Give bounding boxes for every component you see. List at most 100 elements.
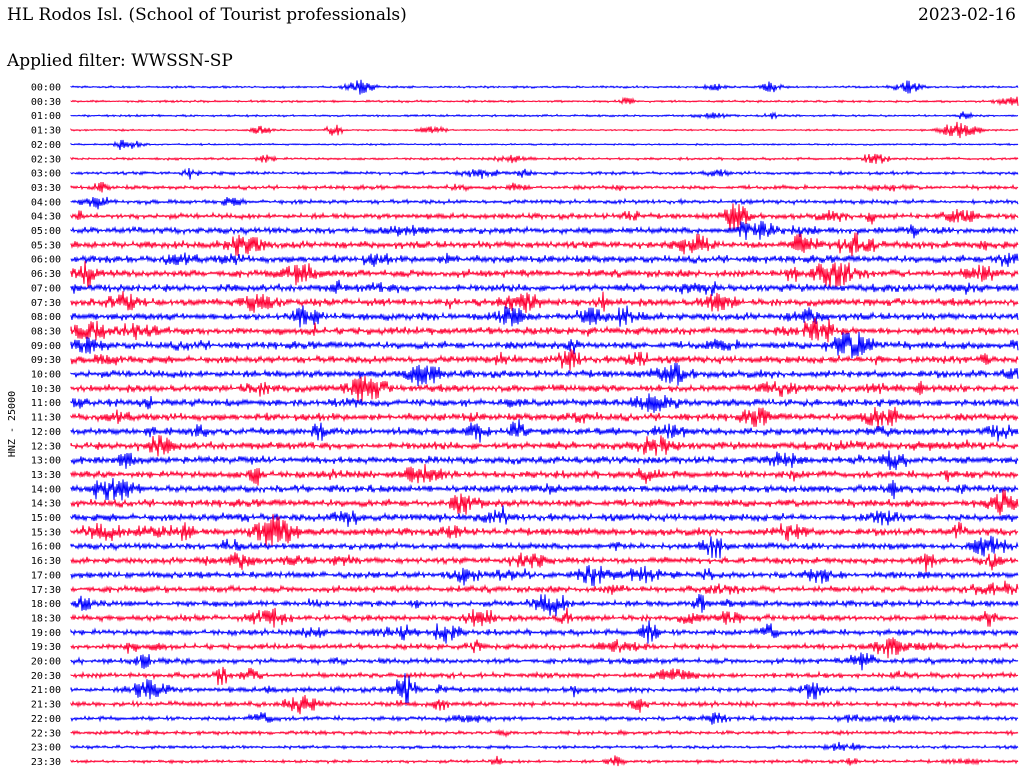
row-label: 23:00	[31, 743, 61, 754]
station-title: HL Rodos Isl. (School of Tourist profess…	[7, 5, 407, 25]
filter-label: Applied filter: WWSSN-SP	[7, 51, 233, 71]
row-label: 22:30	[31, 728, 61, 739]
row-label: 18:30	[31, 613, 61, 624]
trace-line	[70, 232, 1019, 257]
row-label: 12:30	[31, 441, 61, 452]
row-label: 02:00	[31, 140, 61, 151]
trace-line	[70, 580, 1019, 596]
row-label: 03:00	[31, 169, 61, 180]
trace-line	[70, 181, 1019, 193]
row-label: 02:30	[31, 154, 61, 165]
row-label: 01:30	[31, 126, 61, 137]
row-label: 00:00	[31, 83, 61, 94]
row-label: 05:30	[31, 240, 61, 251]
trace-line	[70, 489, 1019, 516]
trace-line	[70, 203, 1019, 232]
row-label: 09:30	[31, 355, 61, 366]
trace-line	[70, 362, 1019, 387]
trace-line	[70, 673, 1019, 706]
row-label: 17:00	[31, 570, 61, 581]
trace-line	[70, 406, 1019, 428]
trace-line	[70, 419, 1019, 443]
row-label: 01:00	[31, 111, 61, 122]
row-label: 04:30	[31, 212, 61, 223]
trace-line	[70, 728, 1019, 738]
trace-line	[70, 96, 1019, 106]
trace-line	[70, 712, 1019, 725]
y-axis-label: HNZ - 25000	[7, 391, 18, 457]
trace-line	[70, 478, 1019, 501]
row-label: 20:30	[31, 671, 61, 682]
row-label: 12:00	[31, 427, 61, 438]
trace-line	[70, 279, 1019, 296]
row-label: 17:30	[31, 585, 61, 596]
trace-line	[70, 393, 1019, 413]
trace-group	[70, 79, 1019, 767]
trace-line	[70, 593, 1019, 617]
row-label: 00:30	[31, 97, 61, 108]
row-label: 19:00	[31, 628, 61, 639]
row-label: 19:30	[31, 642, 61, 653]
trace-line	[70, 252, 1019, 267]
row-label: 18:00	[31, 599, 61, 610]
trace-line	[70, 463, 1019, 486]
trace-line	[70, 435, 1019, 457]
row-label: 13:00	[31, 456, 61, 467]
row-label: 14:00	[31, 484, 61, 495]
row-label: 07:30	[31, 298, 61, 309]
trace-line	[70, 331, 1019, 359]
trace-line	[70, 121, 1019, 139]
row-label: 05:00	[31, 226, 61, 237]
trace-line	[70, 153, 1019, 164]
row-label: 11:30	[31, 413, 61, 424]
row-label: 04:00	[31, 197, 61, 208]
trace-line	[70, 348, 1019, 371]
trace-line	[70, 694, 1019, 715]
trace-line	[70, 607, 1019, 628]
trace-line	[70, 291, 1019, 314]
trace-line	[70, 139, 1019, 150]
trace-line	[70, 637, 1019, 659]
row-label: 16:00	[31, 542, 61, 553]
row-label: 13:30	[31, 470, 61, 481]
trace-line	[70, 552, 1019, 573]
row-label: 06:30	[31, 269, 61, 280]
row-label: 09:00	[31, 341, 61, 352]
row-label: 08:00	[31, 312, 61, 323]
row-label: 21:00	[31, 685, 61, 696]
row-label: 03:30	[31, 183, 61, 194]
row-label: 14:30	[31, 499, 61, 510]
row-label: 08:30	[31, 326, 61, 337]
trace-line	[70, 755, 1019, 767]
trace-line	[70, 620, 1019, 644]
row-label: 22:00	[31, 714, 61, 725]
row-label: 21:30	[31, 700, 61, 711]
row-label: 23:30	[31, 757, 61, 768]
trace-line	[70, 741, 1019, 752]
trace-line	[70, 305, 1019, 328]
row-label: 16:30	[31, 556, 61, 567]
trace-line	[70, 535, 1019, 559]
row-label: 15:30	[31, 527, 61, 538]
trace-line	[70, 196, 1019, 210]
trace-line	[70, 317, 1019, 343]
row-label: 10:30	[31, 384, 61, 395]
trace-line	[70, 666, 1019, 686]
row-label: 06:00	[31, 255, 61, 266]
row-label: 10:00	[31, 370, 61, 381]
record-date: 2023-02-16	[917, 5, 1016, 25]
row-label-group: 00:00 00:30 01:00 01:30 02:00 02:30 03:00 03:30…	[31, 83, 61, 768]
trace-line	[70, 168, 1019, 180]
trace-line	[70, 505, 1019, 527]
trace-line	[70, 261, 1019, 289]
trace-line	[70, 652, 1019, 671]
trace-line	[70, 111, 1019, 120]
row-label: 07:00	[31, 283, 61, 294]
trace-line	[70, 450, 1019, 471]
trace-line	[70, 79, 1019, 95]
trace-line	[70, 514, 1019, 548]
trace-line	[70, 565, 1019, 587]
trace-line	[70, 220, 1019, 241]
row-label: 15:00	[31, 513, 61, 524]
